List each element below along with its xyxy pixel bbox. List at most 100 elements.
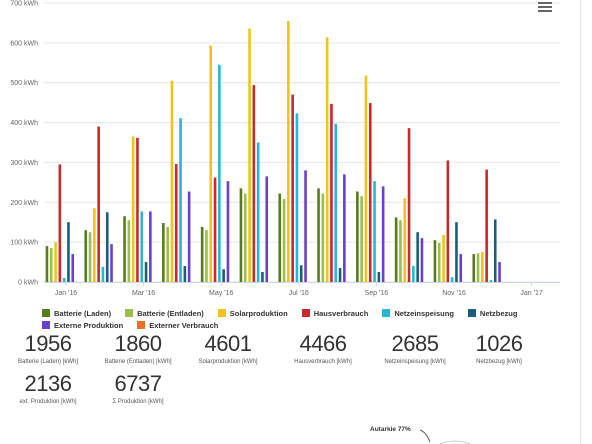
- bar: [403, 198, 407, 282]
- bar: [170, 80, 174, 282]
- legend-swatch: [42, 321, 50, 329]
- bar: [476, 253, 480, 282]
- bar: [205, 230, 208, 282]
- legend-item[interactable]: Batterie (Laden): [42, 309, 111, 318]
- bar: [373, 181, 376, 282]
- legend-item[interactable]: Netzeinspeisung: [382, 309, 454, 318]
- bar: [407, 128, 411, 282]
- bar: [248, 28, 251, 282]
- bar: [282, 199, 286, 282]
- bar: [330, 103, 333, 283]
- bar: [321, 193, 325, 282]
- legend-item[interactable]: Externe Produktion: [42, 321, 123, 330]
- autarkie-label: Autarkie 77%: [370, 426, 411, 433]
- stat-label: Batterie (Laden) [kWh]: [17, 359, 79, 365]
- bar: [97, 126, 100, 282]
- bar: [356, 191, 359, 282]
- legend-item[interactable]: Externer Verbrauch: [137, 321, 218, 330]
- stat-block: 1956 Batterie (Laden) [kWh]: [5, 331, 91, 366]
- legend-swatch: [42, 309, 50, 317]
- stat-block: 4601 Solarproduktion [kWh]: [185, 331, 271, 366]
- hamburger-menu-icon[interactable]: [538, 0, 552, 12]
- bar: [261, 272, 264, 282]
- stat-block: 2685 Netzeinspeisung [kWh]: [372, 331, 458, 366]
- bar: [304, 170, 307, 282]
- bar: [200, 226, 204, 282]
- divider: [580, 0, 581, 444]
- bar: [252, 85, 256, 282]
- legend-item[interactable]: Solarproduktion: [217, 309, 288, 318]
- bar: [183, 266, 187, 282]
- bar: [127, 220, 131, 282]
- bar: [149, 211, 152, 282]
- bar: [459, 254, 463, 282]
- bar: [213, 177, 217, 282]
- stat-block: 6737 Σ Produktion [kWh]: [95, 372, 181, 406]
- bar: [291, 94, 294, 283]
- stat-block: 1860 Batterie (Entladen) [kWh]: [95, 332, 181, 366]
- bar: [399, 220, 402, 282]
- bar: [67, 222, 70, 282]
- bar: [412, 266, 415, 282]
- stat-value: 2136: [24, 371, 72, 396]
- bar: [45, 246, 49, 282]
- bar: [325, 37, 329, 282]
- y-tick-label: 500 kWh: [10, 80, 38, 87]
- bar: [437, 242, 441, 282]
- bar: [381, 186, 385, 282]
- bar: [174, 164, 178, 282]
- bar: [485, 169, 488, 282]
- bar: [295, 113, 299, 282]
- bar: [420, 238, 424, 282]
- legend-swatch: [125, 309, 134, 317]
- legend-swatch: [137, 321, 146, 329]
- stat-label: ext. Produktion [kWh]: [19, 399, 77, 405]
- bar: [62, 278, 66, 282]
- legend-label: Netzeinspeisung: [394, 308, 454, 318]
- legend-label: Hausverbrauch: [313, 308, 369, 318]
- legend-swatch: [467, 309, 476, 317]
- bar: [481, 252, 484, 282]
- bar: [299, 265, 303, 282]
- bar: [49, 248, 53, 282]
- bar: [450, 277, 454, 282]
- bar: [472, 254, 476, 282]
- bar: [364, 75, 368, 282]
- stat-value: 1026: [475, 331, 523, 356]
- bar: [226, 181, 230, 282]
- x-tick-label: Sep '16: [365, 290, 389, 297]
- bar: [54, 242, 57, 282]
- bar: [243, 193, 247, 282]
- bar: [71, 254, 75, 282]
- y-tick-label: 300 kWh: [10, 160, 38, 167]
- autarkie-connector: [419, 429, 471, 444]
- bar: [144, 262, 148, 282]
- bar: [123, 216, 126, 282]
- stat-value: 4601: [204, 331, 252, 356]
- legend-item[interactable]: Hausverbrauch: [301, 308, 369, 318]
- bar: [343, 174, 346, 282]
- stat-value: 1956: [24, 331, 72, 356]
- stat-label: Batterie (Entladen) [kWh]: [104, 359, 172, 365]
- bar: [287, 20, 290, 282]
- bar: [218, 64, 221, 283]
- bar: [394, 217, 398, 282]
- legend-swatch: [301, 309, 310, 317]
- y-tick-label: 200 kWh: [10, 200, 38, 207]
- legend-swatch: [217, 309, 226, 317]
- bar: [265, 176, 269, 282]
- bar: [455, 222, 458, 282]
- bar: [446, 160, 450, 282]
- autarkie-panel: Autarkie 77%: [360, 424, 560, 444]
- bar: [433, 240, 437, 282]
- stat-label: Netzbezug [kWh]: [476, 359, 522, 365]
- stat-value: 2685: [391, 331, 439, 356]
- stat-label: Netzeinspeisung [kWh]: [384, 359, 446, 365]
- legend-item[interactable]: Batterie (Entladen): [125, 309, 204, 318]
- bar: [162, 223, 165, 282]
- bar: [338, 268, 342, 282]
- stat-label: Hausverbrauch [kWh]: [294, 359, 352, 365]
- x-tick-label: May '16: [209, 290, 233, 297]
- chart-legend: Batterie (Laden) Batterie (Entladen) Solar…: [42, 307, 572, 331]
- legend-item[interactable]: Netzbezug: [467, 309, 517, 318]
